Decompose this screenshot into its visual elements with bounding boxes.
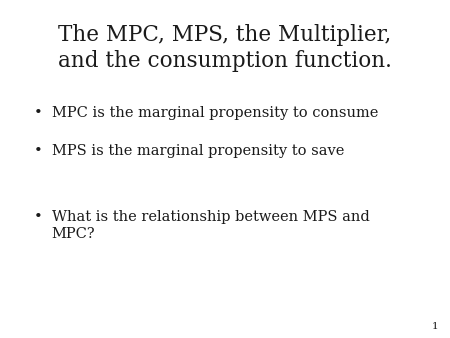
Text: The MPC, MPS, the Multiplier,
and the consumption function.: The MPC, MPS, the Multiplier, and the co… (58, 24, 392, 72)
Text: MPS is the marginal propensity to save: MPS is the marginal propensity to save (52, 144, 344, 158)
Text: 1: 1 (432, 322, 439, 331)
Text: MPC is the marginal propensity to consume: MPC is the marginal propensity to consum… (52, 106, 378, 120)
Text: •: • (34, 210, 42, 223)
Text: What is the relationship between MPS and
MPC?: What is the relationship between MPS and… (52, 210, 369, 241)
Text: •: • (34, 144, 42, 158)
Text: •: • (34, 106, 42, 120)
